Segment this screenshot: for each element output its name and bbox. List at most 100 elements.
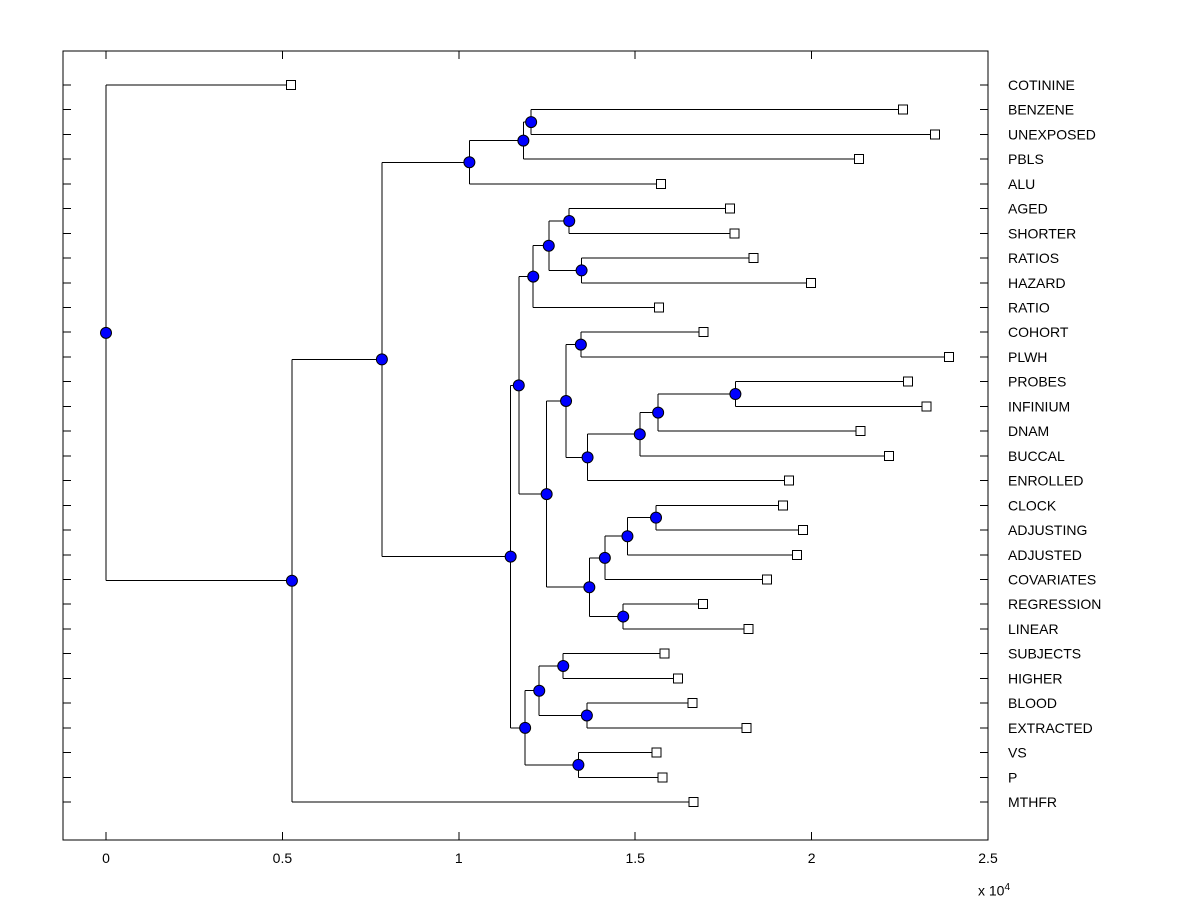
internal-node-marker[interactable] — [100, 326, 112, 339]
leaf-label: ALU — [1008, 176, 1035, 192]
x-tick-label: 1 — [455, 850, 463, 866]
internal-node-marker[interactable] — [633, 428, 646, 441]
internal-node-marker[interactable] — [574, 338, 587, 351]
leaf-label: PLWH — [1008, 349, 1047, 365]
internal-node-marker[interactable] — [533, 684, 546, 697]
leaf-tip-marker[interactable] — [657, 772, 668, 783]
leaf-label: BUCCAL — [1008, 448, 1065, 464]
leaf-label: INFINIUM — [1008, 398, 1070, 414]
internal-node-marker[interactable] — [598, 551, 611, 564]
internal-node-marker[interactable] — [519, 721, 532, 734]
leaf-tip-marker[interactable] — [687, 698, 698, 709]
internal-node-marker[interactable] — [375, 353, 388, 366]
internal-node-marker[interactable] — [527, 270, 540, 283]
internal-node-marker[interactable] — [572, 758, 585, 771]
leaf-label: RATIOS — [1008, 250, 1059, 266]
leaf-tip-marker[interactable] — [651, 747, 662, 758]
x-tick-label: 0 — [102, 850, 110, 866]
leaf-tip-marker[interactable] — [729, 228, 740, 239]
leaf-label: VS — [1008, 745, 1027, 761]
leaf-label: P — [1008, 769, 1017, 785]
leaf-label: BENZENE — [1008, 102, 1074, 118]
leaf-label: CLOCK — [1008, 497, 1057, 513]
leaf-tip-marker[interactable] — [688, 797, 699, 807]
internal-node-marker[interactable] — [504, 550, 517, 563]
internal-node-marker[interactable] — [617, 610, 630, 623]
leaf-label: ADJUSTING — [1008, 522, 1087, 538]
internal-node-marker[interactable] — [463, 156, 476, 169]
leaf-tip-marker[interactable] — [654, 302, 665, 313]
leaf-tip-marker[interactable] — [725, 203, 736, 214]
internal-node-marker[interactable] — [580, 709, 593, 722]
leaf-tip-marker[interactable] — [854, 154, 865, 165]
leaf-tip-marker[interactable] — [778, 500, 789, 511]
leaf-label: DNAM — [1008, 423, 1049, 439]
leaf-label: EXTRACTED — [1008, 720, 1093, 736]
leaf-tip-marker[interactable] — [697, 599, 708, 610]
leaf-label: REGRESSION — [1008, 596, 1101, 612]
x-tick-label: 2.5 — [978, 850, 998, 866]
leaf-label: SHORTER — [1008, 225, 1076, 241]
internal-node-marker[interactable] — [652, 406, 665, 419]
leaf-tip-marker[interactable] — [655, 178, 666, 189]
leaf-label: PROBES — [1008, 374, 1066, 390]
internal-node-marker[interactable] — [563, 214, 576, 227]
internal-node-marker[interactable] — [540, 488, 553, 501]
leaf-tip-marker[interactable] — [930, 129, 941, 140]
leaf-tip-marker[interactable] — [743, 623, 754, 634]
leaf-tip-marker[interactable] — [883, 450, 894, 461]
leaf-label: ENROLLED — [1008, 473, 1083, 489]
leaf-tip-marker[interactable] — [761, 574, 772, 585]
leaf-tip-marker[interactable] — [673, 673, 684, 684]
leaf-tip-marker[interactable] — [741, 722, 752, 733]
leaf-label: HIGHER — [1008, 670, 1062, 686]
leaf-tip-marker[interactable] — [659, 648, 670, 659]
leaf-label: LINEAR — [1008, 621, 1059, 637]
leaf-label: COHORT — [1008, 324, 1069, 340]
leaf-tip-marker[interactable] — [805, 277, 816, 288]
internal-node-marker[interactable] — [581, 451, 594, 464]
internal-node-marker[interactable] — [285, 574, 298, 587]
axis-multiplier-exponent: 4 — [1004, 882, 1010, 893]
internal-node-marker[interactable] — [517, 134, 530, 147]
internal-node-marker[interactable] — [542, 239, 555, 252]
internal-node-marker[interactable] — [512, 379, 525, 392]
leaf-label: PBLS — [1008, 151, 1044, 167]
leaf-tip-marker[interactable] — [748, 253, 759, 264]
internal-node-marker[interactable] — [575, 264, 588, 277]
x-tick-label: 2 — [808, 850, 816, 866]
leaf-tip-marker[interactable] — [286, 80, 297, 90]
internal-node-marker[interactable] — [557, 660, 570, 673]
internal-node-marker[interactable] — [729, 388, 742, 401]
leaf-label: SUBJECTS — [1008, 646, 1081, 662]
internal-node-marker[interactable] — [621, 530, 634, 543]
x-tick-label: 0.5 — [273, 850, 293, 866]
leaf-tip-marker[interactable] — [791, 549, 802, 560]
internal-node-marker[interactable] — [583, 581, 596, 594]
leaf-label: MTHFR — [1008, 794, 1057, 810]
leaf-tip-marker[interactable] — [797, 525, 808, 536]
leaf-tip-marker[interactable] — [943, 351, 954, 362]
axis-multiplier-prefix: x 10 — [977, 882, 1005, 899]
internal-node-marker[interactable] — [525, 116, 538, 129]
leaf-tip-marker[interactable] — [902, 376, 913, 387]
leaf-label: AGED — [1008, 201, 1048, 217]
leaf-tip-marker[interactable] — [855, 426, 866, 437]
leaf-label: ADJUSTED — [1008, 547, 1082, 563]
internal-node-marker[interactable] — [560, 395, 573, 408]
leaf-label: HAZARD — [1008, 275, 1066, 291]
leaf-label: COVARIATES — [1008, 571, 1096, 587]
leaf-tip-marker[interactable] — [897, 104, 908, 115]
axis-multiplier-label: x 104 — [930, 882, 1010, 899]
leaf-tip-marker[interactable] — [698, 327, 709, 338]
x-tick-label: 1.5 — [625, 850, 645, 866]
leaf-label: COTININE — [1008, 77, 1075, 93]
leaf-label: BLOOD — [1008, 695, 1057, 711]
leaf-tip-marker[interactable] — [784, 475, 795, 486]
leaf-tip-marker[interactable] — [921, 401, 932, 412]
leaf-label: RATIO — [1008, 300, 1050, 316]
internal-node-marker[interactable] — [650, 511, 663, 524]
leaf-label: UNEXPOSED — [1008, 126, 1096, 142]
